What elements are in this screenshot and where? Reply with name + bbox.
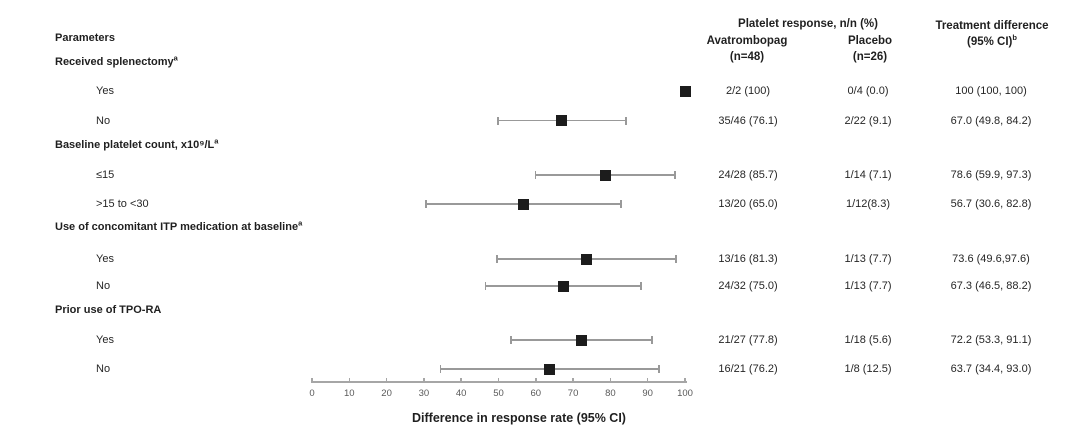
x-axis-tick — [684, 377, 686, 382]
avatrombopag-value: 24/32 (75.0) — [718, 280, 778, 292]
group-label: Prior use of TPO-RA — [55, 304, 162, 316]
placebo-value: 1/8 (12.5) — [844, 363, 892, 375]
placebo-n: (n=26) — [852, 51, 888, 63]
group-label: Use of concomitant ITP medication at bas… — [55, 218, 303, 233]
x-axis-tick-label: 60 — [530, 387, 542, 399]
ci-cap-left — [484, 282, 487, 290]
point-estimate-marker — [575, 334, 587, 346]
point-estimate-marker — [557, 280, 569, 292]
row-label: ≤15 — [96, 169, 115, 181]
x-axis-tick-label: 20 — [381, 387, 392, 399]
treatment-difference-value: 63.7 (34.4, 93.0) — [950, 363, 1032, 375]
treatment-difference-ci-label: (95% CI)b — [935, 34, 1048, 50]
ci-cap-right — [640, 282, 642, 290]
ci-cap-right — [674, 171, 676, 179]
treatment-difference-value: 72.2 (53.3, 91.1) — [950, 334, 1032, 346]
group-label: Baseline platelet count, x10⁹/La — [55, 136, 219, 151]
x-axis-tick-label: 10 — [344, 387, 355, 399]
ci-cap-right — [620, 200, 622, 208]
avatrombopag-column-header: Avatrombopag (n=48) — [707, 33, 788, 65]
point-estimate-marker — [599, 169, 611, 181]
treatment-difference-value: 56.7 (30.6, 82.8) — [950, 198, 1032, 210]
placebo-column-header: Placebo (n=26) — [848, 33, 892, 65]
x-axis-tick-label: 70 — [567, 387, 579, 399]
row-label: Yes — [96, 334, 114, 346]
treatment-difference-value: 67.0 (49.8, 84.2) — [950, 114, 1032, 127]
row-label: No — [96, 280, 111, 292]
ci-cap-left — [496, 255, 498, 263]
x-axis-tick — [311, 377, 313, 382]
treatment-difference-label: Treatment difference — [935, 20, 1049, 32]
placebo-value: 2/22 (9.1) — [844, 114, 892, 127]
group-label: Received splenectomya — [55, 53, 178, 68]
placebo-value: 1/13 (7.7) — [844, 280, 892, 292]
ci-cap-left — [497, 116, 499, 125]
x-axis-tick — [646, 377, 649, 382]
row-label: Yes — [96, 85, 114, 97]
row-label: Yes — [96, 253, 114, 265]
placebo-value: 1/12(8.3) — [845, 198, 891, 210]
avatrombopag-value: 35/46 (76.1) — [718, 114, 778, 127]
avatrombopag-n: (n=48) — [729, 51, 765, 63]
point-estimate-marker — [556, 115, 568, 126]
ci-cap-left — [510, 336, 512, 344]
row-label: >15 to <30 — [96, 198, 149, 210]
row-label: No — [96, 363, 111, 375]
point-estimate-marker — [679, 85, 691, 97]
x-axis-tick — [385, 377, 388, 382]
ci-cap-left — [439, 365, 442, 373]
x-axis-tick — [497, 377, 500, 382]
x-axis-tick — [460, 377, 462, 382]
x-axis-tick — [348, 377, 351, 382]
row-label: No — [96, 114, 111, 127]
x-axis-tick-label: 40 — [455, 387, 467, 399]
placebo-label: Placebo — [847, 35, 893, 47]
x-axis-tick — [535, 377, 537, 382]
x-axis-tick-label: 0 — [309, 387, 315, 399]
avatrombopag-value: 21/27 (77.8) — [718, 334, 778, 346]
treatment-difference-value: 100 (100, 100) — [955, 85, 1027, 97]
x-axis-tick — [423, 377, 425, 382]
treatment-difference-value: 73.6 (49.6,97.6) — [952, 253, 1030, 265]
ci-cap-right — [675, 255, 677, 263]
footnote-a-marker: a — [298, 218, 303, 228]
parameters-header: Parameters — [55, 32, 115, 44]
footnote-a-marker: a — [214, 136, 219, 146]
treatment-difference-column-header: Treatment difference (95% CI)b — [935, 18, 1048, 50]
ci-cap-right — [658, 365, 660, 373]
x-axis-title: Difference in response rate (95% CI) — [412, 411, 626, 425]
treatment-difference-value: 67.3 (46.5, 88.2) — [950, 280, 1032, 292]
ci-label-text: (95% CI) — [967, 36, 1013, 48]
placebo-value: 1/14 (7.1) — [844, 169, 892, 181]
x-axis-tick-label: 90 — [642, 387, 653, 399]
avatrombopag-value: 16/21 (76.2) — [718, 363, 778, 375]
avatrombopag-value: 24/28 (85.7) — [718, 169, 778, 181]
placebo-value: 0/4 (0.0) — [847, 85, 889, 97]
ci-cap-left — [534, 171, 537, 179]
placebo-value: 1/13 (7.7) — [844, 253, 892, 265]
x-axis-tick — [572, 377, 574, 382]
ci-cap-right — [651, 336, 653, 344]
treatment-difference-value: 78.6 (59.9, 97.3) — [950, 169, 1032, 181]
footnote-b-marker: b — [1012, 33, 1017, 43]
point-estimate-marker — [544, 363, 556, 375]
x-axis-tick-label: 30 — [418, 387, 430, 399]
ci-cap-right — [625, 116, 627, 125]
x-axis-line — [311, 381, 687, 383]
x-axis-tick-label: 50 — [493, 387, 504, 399]
placebo-value: 1/18 (5.6) — [844, 334, 892, 346]
platelet-response-header: Platelet response, n/n (%) — [738, 18, 878, 30]
x-axis-tick-label: 80 — [605, 387, 616, 399]
footnote-a-marker: a — [173, 53, 178, 63]
point-estimate-marker — [581, 253, 593, 265]
x-axis-tick — [609, 377, 612, 382]
point-estimate-marker — [517, 198, 529, 210]
ci-cap-left — [425, 200, 427, 208]
avatrombopag-label: Avatrombopag — [706, 35, 788, 47]
x-axis-tick-label: 100 — [677, 387, 693, 399]
avatrombopag-value: 2/2 (100) — [725, 85, 771, 97]
avatrombopag-value: 13/16 (81.3) — [718, 253, 778, 265]
avatrombopag-value: 13/20 (65.0) — [718, 198, 778, 210]
